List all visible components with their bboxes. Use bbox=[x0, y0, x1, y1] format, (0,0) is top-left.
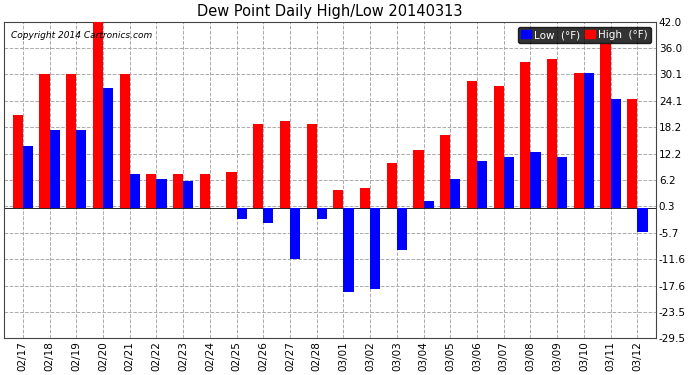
Bar bbox=[504, 157, 514, 208]
Bar bbox=[306, 123, 317, 208]
Text: Copyright 2014 Cartronics.com: Copyright 2014 Cartronics.com bbox=[10, 31, 152, 40]
Bar bbox=[477, 161, 487, 208]
Bar bbox=[520, 62, 531, 208]
Title: Dew Point Daily High/Low 20140313: Dew Point Daily High/Low 20140313 bbox=[197, 4, 463, 19]
Bar bbox=[226, 172, 237, 208]
Bar bbox=[146, 174, 157, 208]
Bar bbox=[93, 22, 103, 208]
Bar bbox=[12, 115, 23, 208]
Bar bbox=[627, 99, 638, 208]
Bar bbox=[50, 130, 60, 208]
Bar bbox=[360, 188, 371, 208]
Bar bbox=[290, 208, 300, 258]
Bar bbox=[531, 152, 541, 208]
Bar bbox=[237, 208, 247, 219]
Bar bbox=[173, 174, 183, 208]
Bar bbox=[264, 208, 273, 223]
Bar bbox=[157, 179, 166, 208]
Bar bbox=[119, 74, 130, 208]
Bar bbox=[130, 174, 140, 208]
Bar bbox=[23, 146, 33, 208]
Bar bbox=[440, 135, 451, 208]
Bar bbox=[371, 208, 380, 290]
Bar bbox=[611, 99, 621, 208]
Bar bbox=[467, 81, 477, 208]
Bar bbox=[387, 164, 397, 208]
Bar bbox=[638, 208, 647, 232]
Bar bbox=[584, 73, 594, 208]
Bar bbox=[333, 190, 344, 208]
Bar bbox=[66, 74, 77, 208]
Bar bbox=[574, 73, 584, 208]
Bar bbox=[600, 44, 611, 208]
Bar bbox=[280, 121, 290, 208]
Bar bbox=[317, 208, 327, 219]
Bar bbox=[451, 179, 460, 208]
Bar bbox=[253, 123, 264, 208]
Bar bbox=[558, 157, 567, 208]
Bar bbox=[103, 88, 113, 208]
Bar bbox=[199, 174, 210, 208]
Bar bbox=[39, 74, 50, 208]
Bar bbox=[344, 208, 353, 292]
Legend: Low  (°F), High  (°F): Low (°F), High (°F) bbox=[518, 27, 651, 43]
Bar bbox=[493, 86, 504, 208]
Bar bbox=[77, 130, 86, 208]
Bar bbox=[397, 208, 407, 250]
Bar bbox=[413, 150, 424, 208]
Bar bbox=[424, 201, 434, 208]
Bar bbox=[183, 181, 193, 208]
Bar bbox=[547, 59, 558, 208]
